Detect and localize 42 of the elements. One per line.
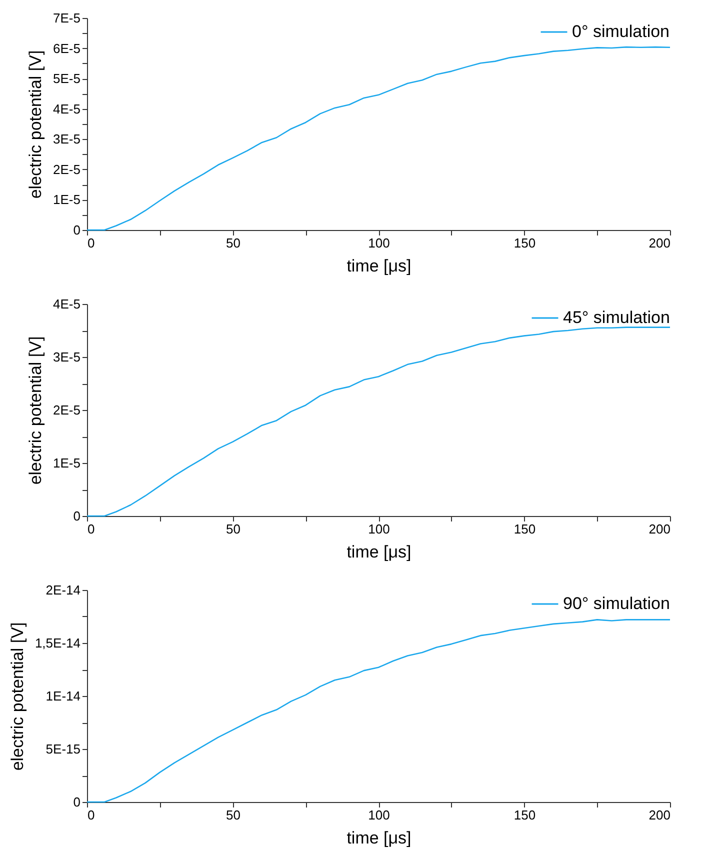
y-tick-label: 0 [73, 222, 80, 238]
y-tick-label: 1,5E-14 [34, 636, 80, 650]
x-tick-label: 0 [88, 236, 95, 250]
y-tick-label: 0 [73, 794, 80, 810]
x-axis-title: time [μs] [346, 542, 412, 562]
y-axis-title: electric potential [V] [26, 336, 46, 485]
x-tick-label: 150 [514, 236, 536, 250]
y-tick-label: 0 [73, 508, 80, 524]
y-tick-label: 3E-5 [53, 132, 80, 147]
y-tick-label: 2E-14 [46, 582, 80, 598]
x-tick-label: 0 [88, 808, 95, 822]
y-axis-title: electric potential [V] [26, 50, 46, 199]
x-tick-label: 100 [368, 236, 390, 250]
x-tick-label: 100 [368, 522, 390, 536]
x-tick-label: 200 [648, 522, 670, 536]
x-axis-title: time [μs] [346, 828, 412, 848]
y-tick-label: 2E-5 [53, 402, 80, 418]
x-tick-label: 200 [648, 236, 670, 250]
x-tick-label: 50 [226, 236, 240, 250]
x-tick-label: 50 [226, 808, 240, 822]
y-tick-label: 7E-5 [53, 10, 80, 26]
y-tick-label: 4E-5 [53, 101, 80, 116]
x-tick-label: 100 [368, 808, 390, 822]
y-tick-label: 1E-5 [53, 192, 80, 208]
x-tick-label: 50 [226, 522, 240, 536]
y-tick-label: 6E-5 [53, 40, 80, 56]
x-tick-label: 150 [514, 808, 536, 822]
y-tick-label: 2E-5 [53, 162, 80, 177]
y-tick-label: 3E-5 [53, 350, 80, 364]
x-tick-label: 200 [648, 808, 670, 822]
legend-label: 0° simulation [572, 22, 670, 41]
y-tick-label: 5E-5 [53, 71, 80, 86]
legend-label: 90° simulation [563, 594, 670, 613]
y-tick-label: 5E-15 [46, 742, 80, 756]
y-axis-title: electric potential [V] [8, 622, 27, 771]
x-tick-label: 150 [514, 522, 536, 536]
y-tick-label: 4E-5 [53, 296, 80, 312]
legend-label: 45° simulation [563, 308, 670, 327]
y-tick-label: 1E-5 [53, 456, 80, 470]
x-axis-title: time [μs] [346, 256, 412, 276]
y-tick-label: 1E-14 [46, 688, 80, 704]
x-tick-label: 0 [88, 522, 95, 536]
